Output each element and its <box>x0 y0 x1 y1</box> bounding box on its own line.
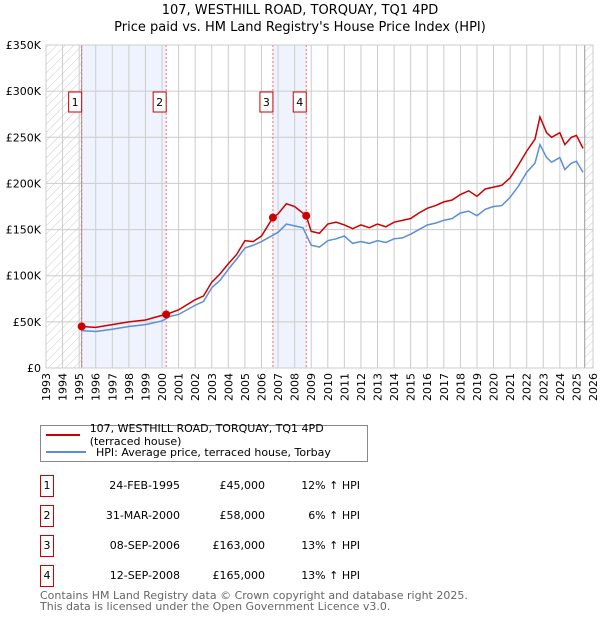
x-tick-label: 2020 <box>488 373 501 401</box>
legend-item-hpi: HPI: Average price, terraced house, Torb… <box>46 444 331 460</box>
x-tick-label: 1999 <box>139 373 152 401</box>
x-tick-label: 2004 <box>222 373 235 401</box>
property-series-line <box>81 114 584 329</box>
x-tick-label: 1995 <box>73 373 86 401</box>
sale-date: 31-MAR-2000 <box>105 509 180 522</box>
x-tick-label: 2019 <box>471 373 484 401</box>
y-tick-label: £200K <box>6 177 42 190</box>
hpi-series-line <box>81 142 584 333</box>
sale-hpi-diff: 6% ↑ HPI <box>308 509 360 522</box>
sale-number-badge: 2 <box>40 505 54 527</box>
x-tick-label: 2014 <box>388 373 401 401</box>
sale-hpi-diff: 13% ↑ HPI <box>301 569 360 582</box>
x-tick-label: 2022 <box>521 373 534 401</box>
x-tick-label: 2009 <box>305 373 318 401</box>
x-tick-label: 2007 <box>272 373 285 401</box>
sale-label: 4 <box>296 96 303 109</box>
sale-price: £165,000 <box>212 569 266 582</box>
legend-item-property: 107, WESTHILL ROAD, TORQUAY, TQ1 4PD (te… <box>46 422 367 448</box>
x-tick-label: 2012 <box>355 373 368 401</box>
x-tick-label: 2002 <box>189 373 202 401</box>
x-tick-label: 2025 <box>570 373 583 401</box>
sale-row: 4 12-SEP-2008 £165,000 13% ↑ HPI <box>40 565 360 587</box>
sale-number-badge: 1 <box>40 475 54 497</box>
x-tick-label: 2023 <box>537 373 550 401</box>
y-tick-label: £150K <box>6 224 42 237</box>
x-tick-label: 2003 <box>206 373 219 401</box>
sale-label-box <box>292 91 307 113</box>
sale-row: 1 24-FEB-1995 £45,000 12% ↑ HPI <box>40 475 360 497</box>
x-tick-label: 2001 <box>173 373 186 401</box>
legend-label: 107, WESTHILL ROAD, TORQUAY, TQ1 4PD (te… <box>89 422 324 448</box>
sale-price: £58,000 <box>219 509 266 522</box>
x-tick-label: 2011 <box>338 373 351 401</box>
footer-copyright: Contains HM Land Registry data © Crown c… <box>40 589 468 602</box>
sale-date: 12-SEP-2008 <box>109 569 180 582</box>
x-tick-label: 2013 <box>372 373 385 401</box>
sale-hpi-diff: 12% ↑ HPI <box>301 479 360 492</box>
x-tick-label: 2008 <box>289 373 302 401</box>
x-tick-label: 2000 <box>156 373 169 401</box>
sale-point <box>268 213 277 222</box>
sale-hpi-diff: 13% ↑ HPI <box>301 539 360 552</box>
sale-price: £45,000 <box>219 479 266 492</box>
sale-point <box>77 322 86 331</box>
legend-label: HPI: Average price, terraced house, Torb… <box>96 445 331 459</box>
blue-line-swatch-icon <box>46 451 86 453</box>
x-tick-label: 1996 <box>90 373 103 401</box>
x-tick-label: 1993 <box>40 373 53 401</box>
x-tick-label: 2026 <box>587 373 600 401</box>
y-tick-label: £100K <box>6 270 42 283</box>
x-tick-label: 2016 <box>421 373 434 401</box>
chart-subtitle: Price paid vs. HM Land Registry's House … <box>114 20 486 35</box>
sale-row: 2 31-MAR-2000 £58,000 6% ↑ HPI <box>40 505 360 527</box>
x-tick-label: 2015 <box>405 373 418 401</box>
sale-label: 2 <box>156 96 163 109</box>
x-tick-label: 2010 <box>322 373 335 401</box>
sale-price: £163,000 <box>212 539 266 552</box>
x-tick-label: 2017 <box>438 373 451 401</box>
x-tick-label: 2024 <box>554 373 567 401</box>
x-tick-label: 1994 <box>57 373 70 401</box>
sale-date: 24-FEB-1995 <box>109 479 180 492</box>
sale-label: 1 <box>72 96 79 109</box>
plot-border <box>45 44 594 369</box>
legend: 107, WESTHILL ROAD, TORQUAY, TQ1 4PD (te… <box>40 422 368 462</box>
sale-label-box <box>259 91 274 113</box>
sale-label-box <box>152 91 167 113</box>
y-tick-label: £300K <box>6 85 42 98</box>
x-tick-label: 2006 <box>255 373 268 401</box>
x-tick-label: 2021 <box>504 373 517 401</box>
sale-number-badge: 4 <box>40 565 54 587</box>
x-tick-label: 2018 <box>454 373 467 401</box>
sale-point <box>162 310 171 319</box>
x-tick-label: 2005 <box>239 373 252 401</box>
y-tick-label: £50K <box>13 316 42 329</box>
chart-title: 107, WESTHILL ROAD, TORQUAY, TQ1 4PD <box>161 3 439 18</box>
sale-label: 3 <box>263 96 270 109</box>
x-tick-label: 1998 <box>123 373 136 401</box>
sale-row: 3 08-SEP-2006 £163,000 13% ↑ HPI <box>40 535 360 557</box>
footer-licence: This data is licensed under the Open Gov… <box>40 600 391 613</box>
sale-number-badge: 3 <box>40 535 54 557</box>
y-tick-label: £250K <box>6 131 42 144</box>
sale-label-box <box>68 91 83 113</box>
sale-date: 08-SEP-2006 <box>109 539 180 552</box>
y-tick-label: £350K <box>6 39 42 52</box>
sale-point <box>302 211 311 220</box>
hatched-region <box>584 45 593 368</box>
x-tick-label: 1997 <box>106 373 119 401</box>
red-line-swatch-icon <box>46 434 80 436</box>
y-tick-label: £0 <box>27 362 41 375</box>
price-chart: 1993 1994 1995 1996 1997 1998 1999 2000 2001 2002… <box>6 39 600 401</box>
